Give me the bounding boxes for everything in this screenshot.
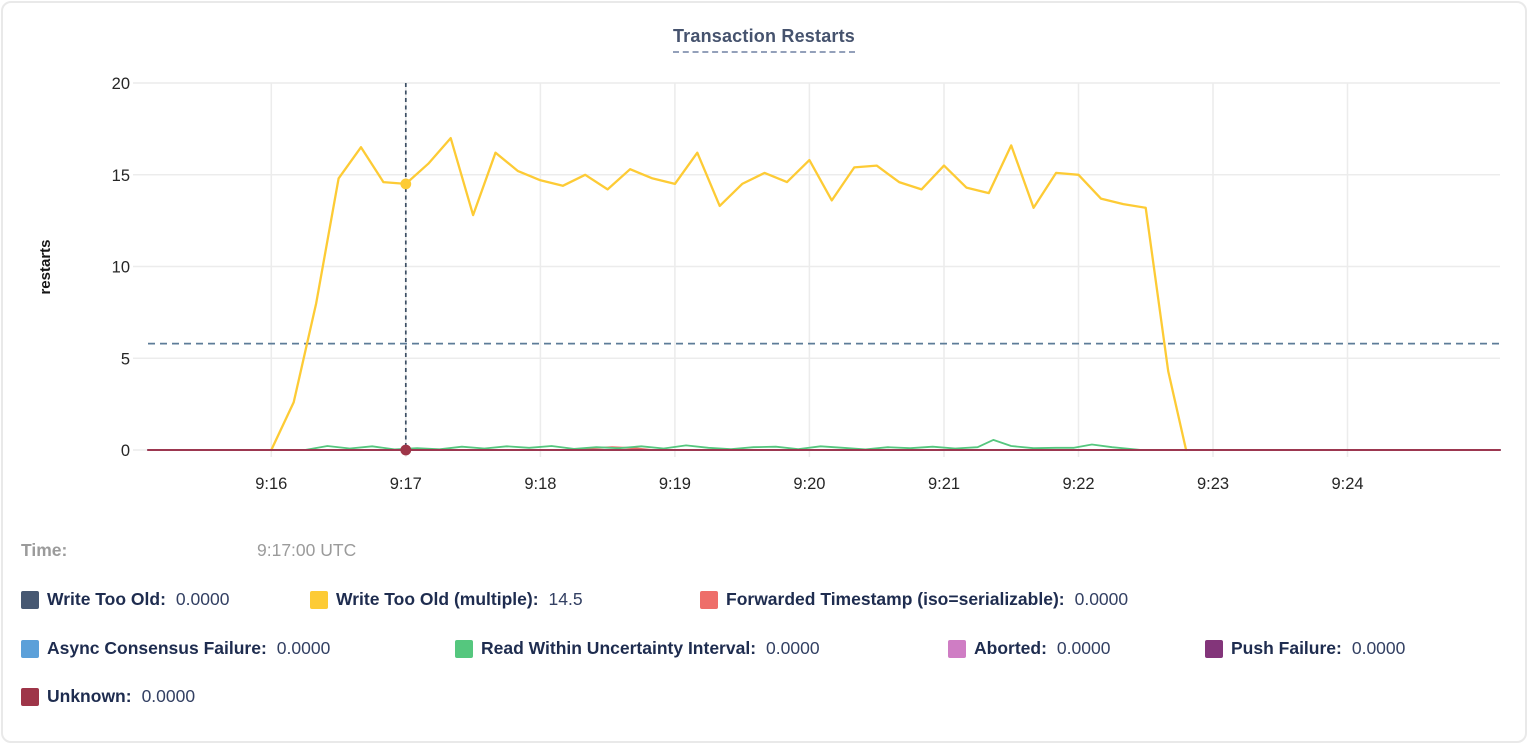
legend-value: 0.0000: [1056, 638, 1111, 658]
legend-label: Read Within Uncertainty Interval:: [481, 638, 757, 658]
chart-title[interactable]: Transaction Restarts: [672, 26, 856, 53]
legend-item: Write Too Old: 0.0000: [21, 589, 229, 610]
legend-row-3: Unknown: 0.0000: [0, 686, 1528, 708]
legend-label: Write Too Old:: [47, 589, 166, 609]
legend-value: 0.0000: [141, 686, 196, 706]
y-tick-label: 10: [112, 259, 130, 277]
x-tick-label: 9:18: [524, 475, 556, 493]
legend-swatch-icon: [948, 639, 966, 658]
series-line-1: [270, 136, 1188, 452]
legend-item: Aborted: 0.0000: [948, 638, 1110, 659]
legend-item: Forwarded Timestamp (iso=serializable): 0…: [700, 589, 1128, 610]
legend-item: Read Within Uncertainty Interval: 0.0000: [455, 638, 820, 659]
x-tick-label: 9:20: [793, 475, 825, 493]
legend-swatch-icon: [310, 590, 328, 609]
legend-label: Write Too Old (multiple):: [336, 589, 539, 609]
x-tick-label: 9:22: [1062, 475, 1094, 493]
hover-dot: [400, 178, 412, 190]
legend-swatch-icon: [21, 687, 39, 706]
legend-value: 0.0000: [175, 589, 230, 609]
legend-label: Forwarded Timestamp (iso=serializable):: [726, 589, 1065, 609]
y-tick-label: 5: [121, 350, 130, 368]
legend-item: Push Failure: 0.0000: [1205, 638, 1405, 659]
legend-swatch-icon: [1205, 639, 1223, 658]
legend-value: 0.0000: [276, 638, 331, 658]
chart-header: Transaction Restarts: [0, 26, 1528, 53]
time-label: Time:: [21, 540, 68, 560]
chart-svg: 0 5 10 15 20 9:16 9:17 9:18 9:19 9:20 9:21 9:22 9:23…: [37, 75, 1501, 493]
legend-label: Unknown:: [47, 686, 132, 706]
legend-label: Async Consensus Failure:: [47, 638, 267, 658]
legend-row-2: Async Consensus Failure: 0.0000 Read Withi…: [0, 638, 1528, 660]
y-axis-label: restarts: [37, 239, 54, 294]
time-value: 9:17:00 UTC: [257, 540, 357, 560]
hover-dot: [400, 444, 412, 456]
legend-item: Async Consensus Failure: 0.0000: [21, 638, 330, 659]
y-tick-label: 15: [112, 167, 130, 185]
legend-item: Write Too Old (multiple): 14.5: [310, 589, 583, 610]
legend-swatch-icon: [21, 639, 39, 658]
legend-value: 0.0000: [766, 638, 820, 658]
x-tick-label: 9:17: [390, 475, 422, 493]
x-tick-label: 9:16: [255, 475, 287, 493]
legend-row-1: Write Too Old: 0.0000 Write Too Old (multi…: [0, 589, 1528, 611]
legend-swatch-icon: [455, 639, 473, 658]
legend-value: 0.0000: [1351, 638, 1406, 658]
y-tick-label: 0: [121, 442, 130, 460]
legend-label: Push Failure:: [1231, 638, 1342, 658]
legend-label: Aborted:: [974, 638, 1047, 658]
x-tick-label: 9:24: [1331, 475, 1363, 493]
chart-hover-area[interactable]: [148, 83, 1500, 450]
legend-item: Unknown: 0.0000: [21, 686, 195, 707]
legend-value: 0.0000: [1074, 589, 1129, 609]
x-tick-label: 9:21: [928, 475, 960, 493]
x-tick-label: 9:19: [659, 475, 691, 493]
x-tick-label: 9:23: [1197, 475, 1229, 493]
legend-swatch-icon: [700, 590, 718, 609]
legend-swatch-icon: [21, 590, 39, 609]
y-tick-label: 20: [112, 75, 130, 93]
legend-value: 14.5: [548, 589, 583, 609]
